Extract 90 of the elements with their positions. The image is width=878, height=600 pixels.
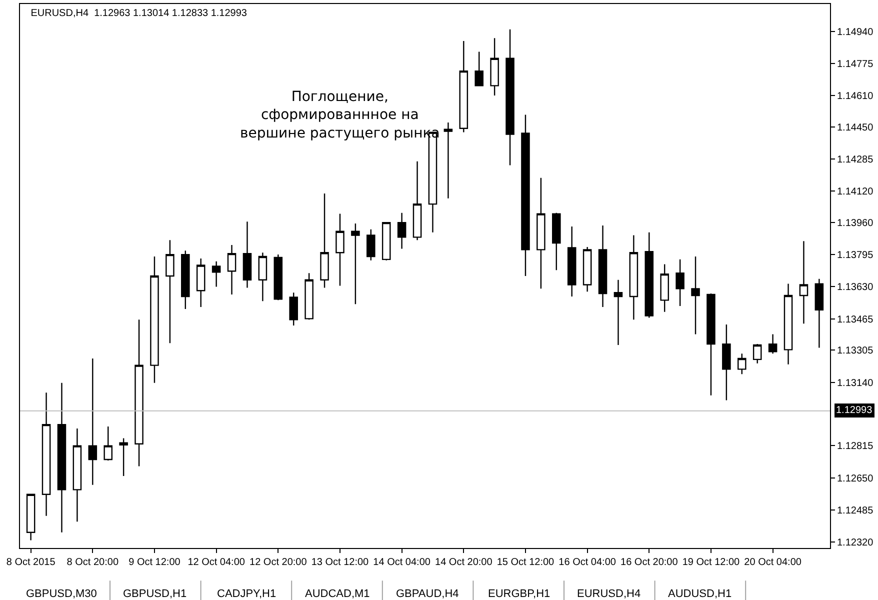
candlestick — [459, 40, 468, 133]
candlestick — [644, 232, 654, 318]
candlestick — [738, 353, 746, 375]
candlestick — [366, 228, 376, 261]
text: GBPUSD,H1 — [123, 588, 187, 600]
candlestick — [799, 240, 808, 324]
candlestick — [196, 258, 206, 308]
candlestick — [691, 256, 700, 335]
x-tick-label: 16 Oct 20:00 — [620, 557, 678, 568]
candlestick — [212, 260, 221, 288]
y-tick-label: 1.13305 — [837, 346, 874, 357]
candlestick — [660, 264, 669, 312]
candlestick — [42, 392, 51, 516]
candlestick — [768, 334, 778, 354]
candlestick — [629, 234, 638, 320]
x-tick-label: 13 Oct 12:00 — [311, 557, 370, 568]
y-tick-label: 1.12485 — [837, 505, 874, 516]
candlestick — [258, 252, 268, 302]
candlestick — [181, 250, 190, 310]
x-tick-label: 12 Oct 20:00 — [250, 557, 308, 568]
x-tick-label: 8 Oct 2015 — [6, 557, 56, 568]
candlestick — [814, 278, 824, 348]
candlestick — [752, 343, 762, 364]
x-tick-label: 19 Oct 12:00 — [682, 557, 740, 568]
candlestick — [614, 279, 623, 346]
x-tick-label: 9 Oct 12:00 — [128, 557, 181, 568]
y-tick-label: 1.13140 — [837, 378, 874, 389]
y-tick-label: 1.13960 — [837, 218, 874, 229]
candlestick — [166, 240, 174, 344]
candlestick — [536, 177, 546, 290]
candlestick — [336, 213, 344, 286]
candlestick — [567, 226, 576, 298]
candlestick — [274, 254, 283, 301]
x-tick-label: 14 Oct 20:00 — [435, 557, 493, 568]
y-tick-label: 1.12815 — [837, 441, 874, 452]
candlestick — [150, 256, 159, 384]
y-tick-label: 1.14285 — [837, 154, 874, 166]
text: AUDUSD,H1 — [668, 588, 732, 600]
text: CADJPY,H1 — [217, 588, 276, 600]
text: GBPUSD,M30 — [26, 588, 97, 600]
candlestick — [474, 51, 484, 86]
candlestick — [506, 28, 514, 166]
candlestick — [57, 382, 66, 533]
y-tick-label: 1.13630 — [837, 282, 874, 294]
text: EURUSD,H4 — [577, 588, 641, 600]
text: AUDCAD,M1 — [305, 588, 370, 600]
y-tick-label: 1.13465 — [837, 314, 874, 326]
candlestick — [552, 212, 561, 271]
x-tick-label: 15 Oct 12:00 — [496, 557, 555, 568]
y-tick-label: 1.14940 — [837, 26, 874, 38]
candlestick — [706, 292, 716, 396]
candlestick — [490, 38, 499, 96]
y-tick-label: 1.14610 — [837, 91, 874, 102]
candlestick — [784, 283, 793, 365]
candlestick — [289, 292, 298, 326]
candlestick — [582, 246, 592, 292]
candlestick — [227, 244, 236, 296]
y-tick-label: 1.12650 — [837, 473, 874, 484]
candlestick — [444, 122, 453, 199]
y-tick-label: 1.14775 — [837, 58, 874, 70]
candlestick — [722, 324, 731, 401]
x-tick-label: 14 Oct 04:00 — [373, 557, 431, 568]
text: EURGBP,H1 — [488, 588, 550, 600]
candlestick — [104, 426, 112, 462]
candlestick — [351, 222, 360, 305]
candlestick — [88, 358, 98, 486]
chart-title: EURUSD,H4 1.12963 1.13014 1.12833 1.12993 — [30, 8, 248, 19]
candlestick — [72, 428, 82, 522]
text: GBPAUD,H4 — [396, 588, 459, 600]
x-tick-label: 12 Oct 04:00 — [188, 557, 246, 568]
candlestick — [521, 114, 530, 277]
candlestick — [26, 494, 36, 541]
candlestick — [320, 192, 329, 288]
ref-line-label: 1.12993 — [836, 405, 873, 416]
candlestick — [134, 319, 144, 467]
y-tick-label: 1.12320 — [837, 538, 874, 549]
y-tick-label: 1.14450 — [837, 122, 874, 134]
x-tick-label: 20 Oct 04:00 — [744, 557, 802, 568]
candlestick — [382, 222, 391, 261]
candlestick — [676, 258, 684, 307]
x-tick-label: 16 Oct 04:00 — [558, 557, 616, 568]
candlestick — [119, 438, 128, 477]
candlestick — [304, 272, 314, 320]
candlestick — [412, 160, 422, 241]
candlestick — [242, 221, 252, 288]
candlestick — [598, 224, 608, 308]
y-tick-label: 1.13795 — [837, 250, 874, 262]
x-tick-label: 8 Oct 20:00 — [66, 557, 119, 568]
candlestick — [397, 212, 406, 250]
y-tick-label: 1.14120 — [837, 186, 874, 198]
